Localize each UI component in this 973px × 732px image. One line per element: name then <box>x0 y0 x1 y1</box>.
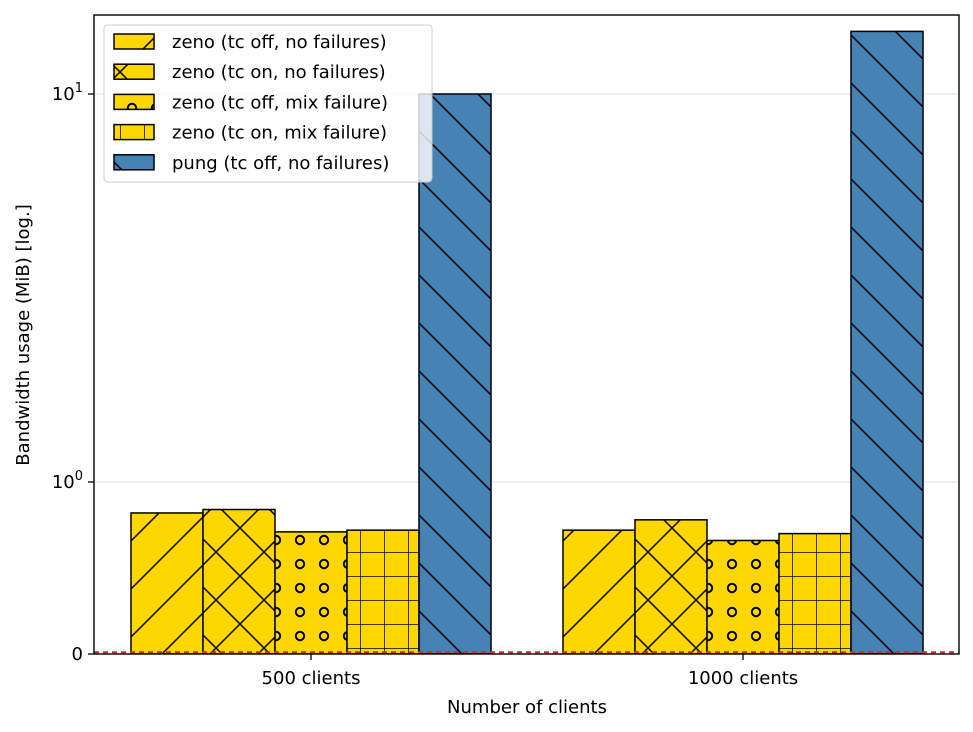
y-tick-label: 101 <box>52 81 83 105</box>
bar <box>130 512 204 654</box>
y-axis-ticks: 0 100 101 <box>52 81 94 665</box>
legend-swatch-outline <box>113 63 155 80</box>
legend-swatch-outline <box>113 154 155 171</box>
x-axis-ticks: 500 clients 1000 clients <box>262 654 798 689</box>
legend-entry: zeno (tc on, no failures) <box>113 62 386 83</box>
legend-box <box>103 24 433 183</box>
bar-hatch <box>203 509 275 654</box>
legend-swatch-hatch <box>114 94 154 110</box>
legend-swatch-outline <box>113 93 155 111</box>
bar <box>850 30 924 654</box>
legend-label: zeno (tc on, mix failure) <box>172 123 387 144</box>
legend-entry: zeno (tc on, mix failure) <box>113 123 387 144</box>
legend-swatch-hatch <box>114 34 154 49</box>
bars <box>130 30 924 654</box>
legend-swatch-hatch <box>114 154 154 170</box>
legend-label: pung (tc off, no failures) <box>172 153 389 174</box>
bar <box>706 539 780 654</box>
legend-entry: pung (tc off, no failures) <box>113 153 389 174</box>
bar-hatch <box>779 533 851 654</box>
bar-hatch <box>275 531 347 654</box>
legend-label: zeno (tc off, mix failure) <box>172 92 388 113</box>
legend-swatch-hatch <box>114 124 154 140</box>
bar-hatch <box>707 540 779 654</box>
bar <box>418 93 492 654</box>
x-tick-label: 500 clients <box>262 668 361 689</box>
y-tick-label: 0 <box>72 644 83 665</box>
bar-hatch <box>347 530 419 654</box>
bar <box>202 508 276 654</box>
bar <box>778 532 852 654</box>
y-axis-label: Bandwidth usage (MiB) [log.] <box>13 204 34 465</box>
legend-swatch-hatch <box>114 64 154 80</box>
legend-swatch-outline <box>113 33 155 50</box>
bar <box>634 519 708 654</box>
bar-hatch <box>419 94 491 654</box>
bar-outline <box>418 93 492 654</box>
legend-label: zeno (tc on, no failures) <box>172 62 386 83</box>
legend-entry: zeno (tc off, no failures) <box>113 32 387 53</box>
legend-swatch-outline <box>113 123 155 141</box>
legend-entry: zeno (tc off, mix failure) <box>113 92 388 113</box>
x-tick-label: 1000 clients <box>688 668 798 689</box>
bar <box>562 529 636 654</box>
bar-hatch <box>851 31 923 654</box>
legend-label: zeno (tc off, no failures) <box>172 32 387 53</box>
bar-hatch <box>563 530 635 654</box>
bar-hatch <box>131 512 203 654</box>
y-tick-label: 100 <box>52 469 83 493</box>
bar <box>346 529 420 654</box>
x-axis-label: Number of clients <box>447 697 607 718</box>
bar <box>274 531 348 654</box>
bar-hatch <box>635 519 707 654</box>
plot-frame <box>93 14 960 655</box>
legend: zeno (tc off, no failures) zeno (tc on, n… <box>103 24 433 183</box>
